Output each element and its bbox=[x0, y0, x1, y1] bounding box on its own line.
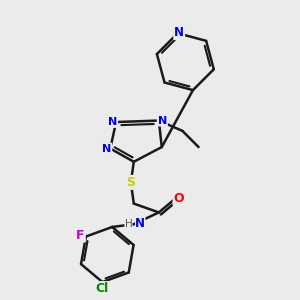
Text: O: O bbox=[173, 192, 184, 205]
Text: F: F bbox=[76, 229, 85, 242]
Text: N: N bbox=[102, 143, 111, 154]
Text: N: N bbox=[174, 26, 184, 39]
Text: N: N bbox=[108, 117, 117, 127]
Text: H: H bbox=[124, 219, 132, 229]
Text: N: N bbox=[158, 116, 167, 126]
Text: Cl: Cl bbox=[96, 282, 109, 295]
Text: N: N bbox=[135, 217, 145, 230]
Text: S: S bbox=[126, 176, 135, 189]
